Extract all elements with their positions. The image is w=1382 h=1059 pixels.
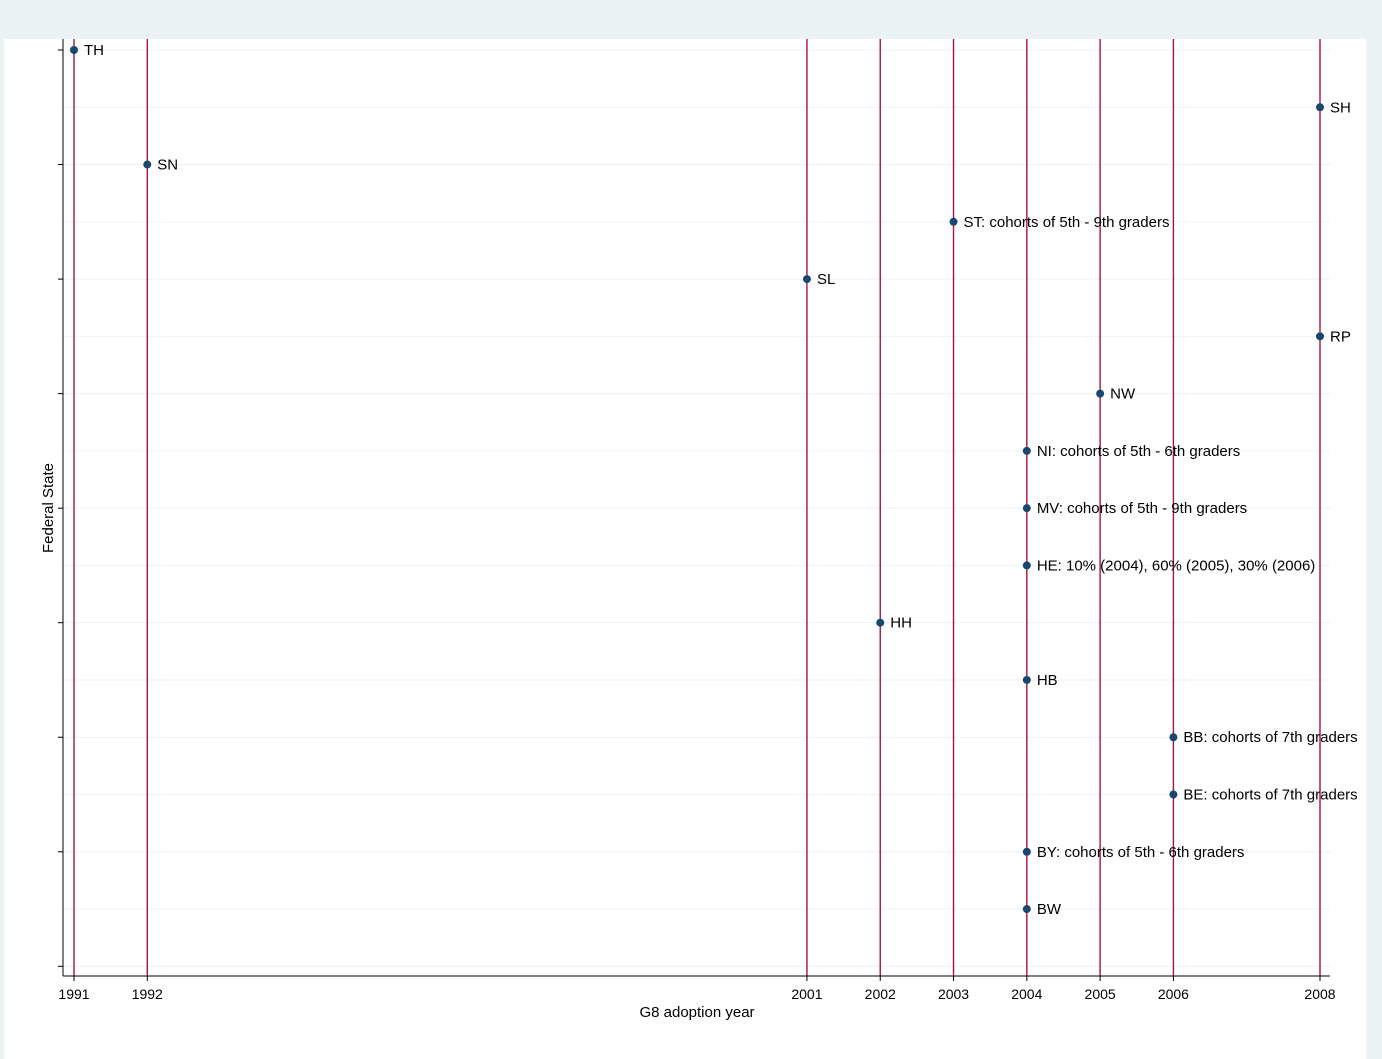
x-tick-label: 2006	[1158, 986, 1189, 1002]
data-point	[1316, 103, 1324, 112]
data-point	[1169, 790, 1178, 799]
point-label: NI: cohorts of 5th - 6th graders	[1037, 443, 1240, 460]
point-label: HH	[890, 615, 912, 632]
point-label: SL	[817, 271, 835, 288]
plot-area	[4, 39, 1366, 1059]
data-points: TH SH SN ST: cohorts of 5th - 9th graders SL…	[70, 42, 1358, 918]
data-point	[1169, 733, 1178, 742]
data-point	[1022, 675, 1031, 684]
point-label: HE: 10% (2004), 60% (2005), 30% (2006)	[1037, 557, 1316, 574]
grid-lines	[63, 49, 1330, 967]
point-label: TH	[84, 42, 104, 59]
y-axis-title: Federal State	[40, 463, 57, 553]
data-point	[949, 217, 958, 226]
data-point	[143, 160, 152, 169]
data-point	[70, 46, 78, 54]
data-point	[1022, 504, 1031, 513]
point-label: BB: cohorts of 7th graders	[1183, 729, 1357, 746]
point-label: ST: cohorts of 5th - 9th graders	[964, 214, 1170, 231]
x-tick-label: 2001	[791, 986, 822, 1002]
data-point	[802, 275, 811, 284]
axis-ticks: 1991 1992 2001 2002 2003 2004 2005 2006 2008	[58, 49, 1336, 1002]
data-point	[1316, 332, 1324, 341]
axes	[62, 39, 1330, 977]
x-tick-label: 2002	[865, 986, 896, 1002]
point-label: HB	[1037, 672, 1058, 689]
point-label: BY: cohorts of 5th - 6th graders	[1037, 844, 1245, 861]
data-point	[1022, 561, 1031, 570]
point-label: BE: cohorts of 7th graders	[1183, 787, 1357, 804]
x-tick-label: 2004	[1011, 986, 1042, 1002]
data-point	[1022, 446, 1031, 455]
reference-lines	[73, 39, 1321, 976]
x-axis-title: G8 adoption year	[639, 1004, 754, 1021]
point-label: BW	[1037, 901, 1062, 918]
point-label: MV: cohorts of 5th - 9th graders	[1037, 500, 1247, 517]
x-tick-label: 1992	[132, 986, 163, 1002]
data-point	[1022, 847, 1031, 856]
data-point	[1022, 905, 1031, 914]
x-tick-label: 2003	[938, 986, 969, 1002]
x-tick-label: 2008	[1304, 986, 1335, 1002]
x-tick-label: 2005	[1085, 986, 1116, 1002]
point-label: SH	[1330, 99, 1351, 116]
data-point	[876, 618, 885, 627]
data-point	[1096, 389, 1105, 398]
x-tick-label: 1991	[58, 986, 89, 1002]
point-label: NW	[1110, 386, 1136, 403]
point-label: RP	[1330, 328, 1351, 345]
point-label: SN	[157, 157, 178, 174]
